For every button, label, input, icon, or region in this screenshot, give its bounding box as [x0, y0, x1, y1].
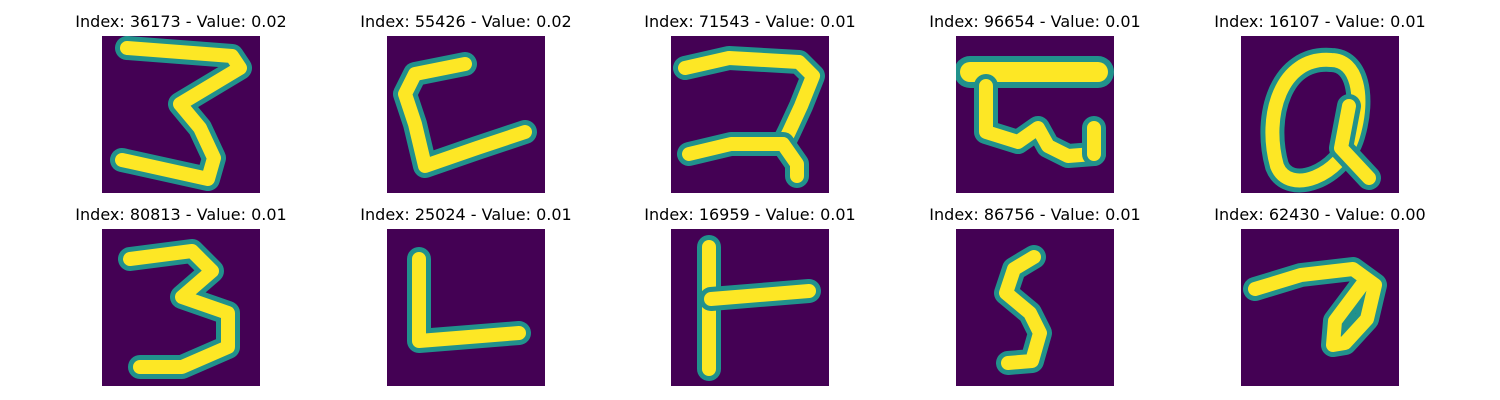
digit-3-glyph — [102, 229, 260, 386]
digit-3-glyph — [102, 36, 260, 193]
image-title: Index: 80813 - Value: 0.01 — [75, 205, 287, 224]
image-title: Index: 96654 - Value: 0.01 — [929, 12, 1141, 31]
letter-t-rotated-glyph — [671, 229, 829, 386]
image-tile — [102, 229, 260, 386]
letter-q-glyph — [1241, 36, 1399, 193]
image-title: Index: 55426 - Value: 0.02 — [360, 12, 572, 31]
script-glyph-c — [1241, 229, 1399, 386]
image-tile — [956, 36, 1114, 193]
script-glyph-a — [671, 36, 829, 193]
digit-5-glyph — [956, 229, 1114, 386]
letter-l-glyph — [387, 229, 545, 386]
image-title: Index: 62430 - Value: 0.00 — [1214, 205, 1426, 224]
image-title: Index: 86756 - Value: 0.01 — [929, 205, 1141, 224]
image-title: Index: 71543 - Value: 0.01 — [644, 12, 856, 31]
image-title: Index: 16107 - Value: 0.01 — [1214, 12, 1426, 31]
image-tile — [1241, 229, 1399, 386]
image-tile — [956, 229, 1114, 386]
letter-c-l-glyph — [387, 36, 545, 193]
image-title: Index: 36173 - Value: 0.02 — [75, 12, 287, 31]
image-tile — [387, 229, 545, 386]
image-tile — [1241, 36, 1399, 193]
image-title: Index: 16959 - Value: 0.01 — [644, 205, 856, 224]
image-tile — [387, 36, 545, 193]
image-title: Index: 25024 - Value: 0.01 — [360, 205, 572, 224]
image-tile — [671, 36, 829, 193]
script-glyph-b — [956, 36, 1114, 193]
image-tile — [671, 229, 829, 386]
image-tile — [102, 36, 260, 193]
